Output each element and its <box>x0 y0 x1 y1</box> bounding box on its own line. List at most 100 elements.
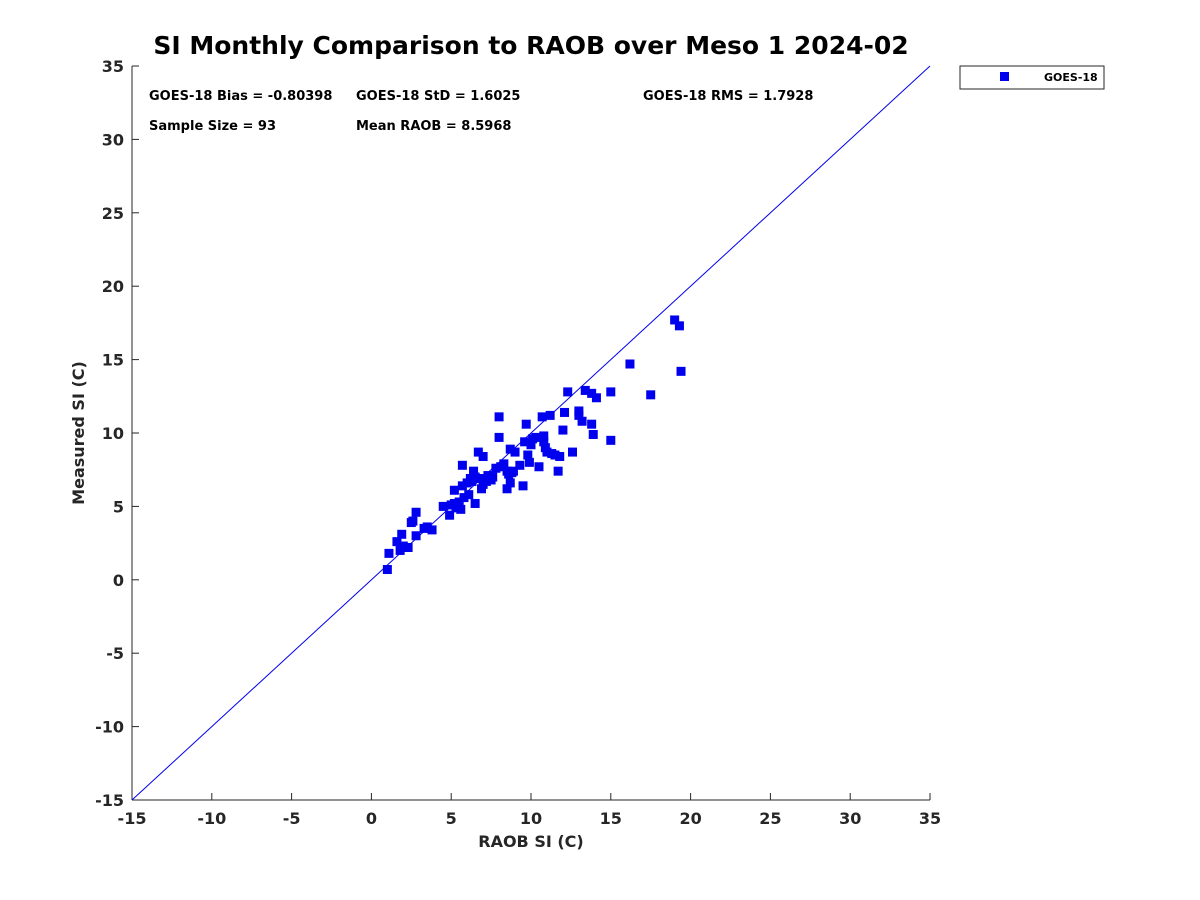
stat-bias: GOES-18 Bias = -0.80398 <box>149 89 332 104</box>
y-tick-label: 35 <box>102 57 124 76</box>
y-tick-label: 30 <box>102 130 124 149</box>
data-point <box>505 444 515 454</box>
data-point <box>488 472 498 482</box>
y-tick-label: 0 <box>113 571 124 590</box>
data-point <box>555 451 565 461</box>
data-point <box>481 476 491 486</box>
data-point <box>515 460 525 470</box>
data-point <box>494 412 504 422</box>
y-tick-label: -15 <box>95 791 124 810</box>
data-point <box>518 481 528 491</box>
data-point <box>392 537 402 547</box>
data-point <box>427 525 437 535</box>
x-tick-label: 30 <box>839 809 861 828</box>
data-point <box>494 432 504 442</box>
data-point <box>411 531 421 541</box>
data-point <box>577 416 587 426</box>
data-point <box>464 490 474 500</box>
data-point <box>606 435 616 445</box>
data-point <box>502 484 512 494</box>
legend-box <box>959 65 1105 90</box>
chart-title: SI Monthly Comparison to RAOB over Meso … <box>153 31 908 60</box>
data-point <box>505 478 515 488</box>
data-point <box>587 388 597 398</box>
data-point <box>526 440 536 450</box>
data-point <box>523 450 533 460</box>
y-tick-label: 5 <box>113 497 124 516</box>
data-point <box>465 474 475 484</box>
stats-annotations: GOES-18 Bias = -0.80398 GOES-18 StD = 1.… <box>149 89 813 134</box>
data-point <box>542 447 552 457</box>
x-tick-label: 5 <box>446 809 457 828</box>
data-point <box>508 466 518 476</box>
data-point <box>411 507 421 517</box>
data-point <box>459 493 469 503</box>
data-point <box>539 437 549 447</box>
data-point <box>478 451 488 461</box>
data-point <box>408 516 418 526</box>
data-point <box>537 412 547 422</box>
data-point <box>606 387 616 397</box>
data-point <box>524 457 534 467</box>
data-point <box>384 548 394 558</box>
data-point <box>451 503 461 513</box>
x-tick-label: 25 <box>759 809 781 828</box>
data-point <box>550 450 560 460</box>
data-point <box>469 466 479 476</box>
x-tick-label: -5 <box>283 809 301 828</box>
data-points <box>382 315 686 575</box>
y-tick-label: 25 <box>102 204 124 223</box>
data-point <box>398 541 408 551</box>
data-point <box>553 466 563 476</box>
legend-label-goes-18: GOES-18 <box>1044 71 1098 84</box>
axis-ticks: -15 -10 -5 0 5 10 15 20 25 30 35 -15 -10 -5 0 5 10 15 20 25… <box>95 57 941 828</box>
data-point <box>674 321 684 331</box>
data-point <box>545 410 555 420</box>
legend: GOES-18 <box>959 65 1105 90</box>
one-to-one-reference-line <box>131 65 931 801</box>
x-axis-label: RAOB SI (C) <box>478 832 583 851</box>
data-point <box>491 463 501 473</box>
data-point <box>560 407 570 417</box>
data-point <box>588 429 598 439</box>
legend-marker-goes-18 <box>1000 72 1009 81</box>
data-point <box>567 447 577 457</box>
data-point <box>470 498 480 508</box>
x-tick-label: 0 <box>366 809 377 828</box>
data-point <box>676 366 686 376</box>
x-tick-label: -10 <box>197 809 226 828</box>
y-tick-label: 15 <box>102 351 124 370</box>
data-point <box>587 419 597 429</box>
data-point <box>646 390 656 400</box>
data-point <box>382 565 392 575</box>
data-point <box>558 425 568 435</box>
stat-mean-raob: Mean RAOB = 8.5968 <box>356 119 511 134</box>
stat-rms: GOES-18 RMS = 1.7928 <box>643 89 813 104</box>
y-tick-label: -5 <box>106 644 124 663</box>
data-point <box>563 387 573 397</box>
data-point <box>499 459 509 469</box>
data-point <box>457 481 467 491</box>
y-tick-label: -10 <box>95 718 124 737</box>
data-point <box>520 437 530 447</box>
stat-std: GOES-18 StD = 1.6025 <box>356 89 520 104</box>
y-tick-label: 10 <box>102 424 124 443</box>
x-tick-label: 15 <box>600 809 622 828</box>
reference-line-group <box>131 65 931 801</box>
data-point <box>510 447 520 457</box>
data-point <box>531 432 541 442</box>
x-tick-label: 35 <box>919 809 941 828</box>
data-point <box>591 393 601 403</box>
data-point <box>475 474 485 484</box>
data-point <box>574 410 584 420</box>
data-point <box>397 529 407 539</box>
data-point <box>521 419 531 429</box>
data-point <box>403 543 413 553</box>
data-point <box>454 497 464 507</box>
data-point <box>625 359 635 369</box>
data-point <box>670 315 680 325</box>
data-point <box>457 460 467 470</box>
data-point <box>470 472 480 482</box>
